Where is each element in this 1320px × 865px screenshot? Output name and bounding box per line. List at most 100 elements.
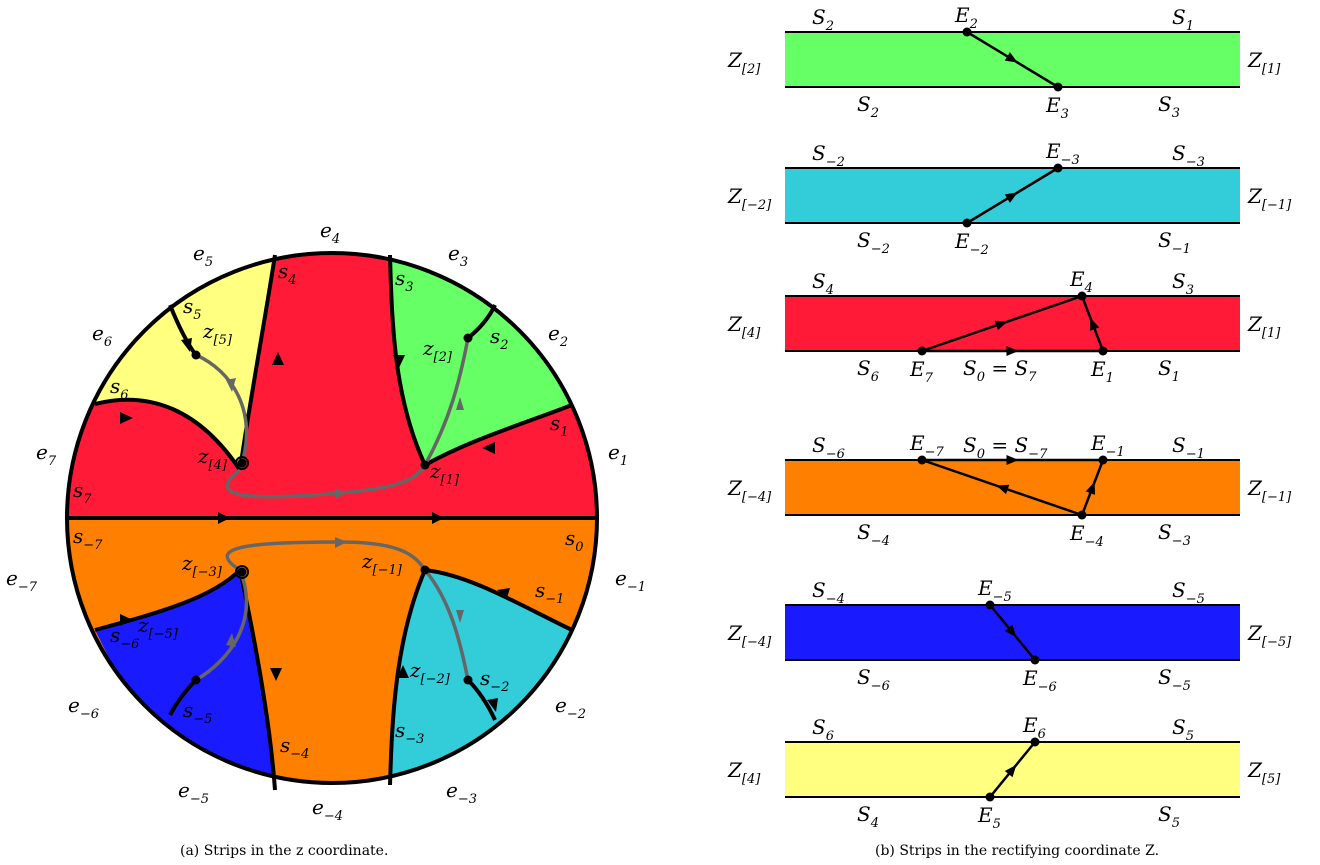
label-em2: e−2 xyxy=(555,693,586,722)
strip-point-label: E−4 xyxy=(1069,521,1104,550)
strip-point-label: E6 xyxy=(1022,713,1046,742)
left-labels: e1 e2 e3 e4 e5 e6 e7 e−1 e−2 e−3 e−4 e−5… xyxy=(6,218,646,859)
point-zm5 xyxy=(191,675,201,685)
gray-curve-zm5 xyxy=(195,569,249,682)
strip-point-label: E1 xyxy=(1090,357,1114,386)
segment-arrow xyxy=(1004,764,1017,778)
label-e3: e3 xyxy=(448,241,468,270)
label-sm3: s−3 xyxy=(395,718,424,747)
segment-arrow xyxy=(1004,192,1018,203)
label-z5: z[5] xyxy=(202,319,233,348)
strip-bottom-left-label: S−6 xyxy=(857,665,890,694)
label-sm7: s−7 xyxy=(73,524,103,553)
strip-left-z: Z[−4] xyxy=(727,476,772,505)
strip-point-label: E−2 xyxy=(954,229,989,258)
point-z5 xyxy=(191,350,201,360)
strip-bottom-right-label: S−5 xyxy=(1158,665,1191,694)
strip-right-z: Z[5] xyxy=(1247,758,1281,787)
boundary-green-red-right xyxy=(424,403,573,467)
boundary-cyan-orange-right xyxy=(424,568,573,632)
strip-left-z: Z[4] xyxy=(727,758,761,787)
label-zm5: z[−5] xyxy=(137,613,179,642)
label-zm1: z[−1] xyxy=(361,549,403,578)
strip-right-z: Z[−1] xyxy=(1247,476,1292,505)
boundary-yellow-red-vertical xyxy=(238,254,277,471)
label-s2: s2 xyxy=(490,324,509,353)
strip-bottom-right-label: S3 xyxy=(1158,92,1180,121)
strip-point xyxy=(917,455,927,465)
region-cyan xyxy=(390,570,572,783)
strip-1 xyxy=(785,27,1240,92)
strip-point xyxy=(985,600,995,610)
label-e4: e4 xyxy=(320,218,340,247)
strip-point-label: E7 xyxy=(909,357,934,386)
label-zm2: z[−2] xyxy=(409,658,451,687)
label-em7: e−7 xyxy=(6,566,38,595)
strip-top-left-label: S−2 xyxy=(812,141,845,170)
strip-4: S0 = S−7 xyxy=(785,433,1240,520)
strip-point xyxy=(985,792,995,802)
label-em3: e−3 xyxy=(446,778,477,807)
strips-diagram: E2 E3 Z[2] Z[1] S2 S1 S2 S3 E−3 E−2 Z[−2] Z[−1] S−2 S… xyxy=(727,3,1292,832)
strip-bottom-right-label: S5 xyxy=(1158,802,1180,831)
strip-top-right-label: S−1 xyxy=(1172,433,1205,462)
strip-bottom-right-label: S1 xyxy=(1158,356,1180,385)
strip-top-left-label: S−4 xyxy=(812,578,845,607)
point-z2 xyxy=(463,333,473,343)
strip-point xyxy=(1077,510,1087,520)
strip-point xyxy=(1077,291,1087,301)
caption-b: (b) Strips in the rectifying coordinate … xyxy=(875,843,1159,859)
strip-6 xyxy=(785,737,1240,802)
disk-boundary xyxy=(65,251,599,785)
label-z2: z[2] xyxy=(422,336,453,365)
segment-arrow xyxy=(1004,52,1018,63)
label-s3: s3 xyxy=(395,266,414,295)
strip-fill xyxy=(785,460,1240,515)
strip-bottom-left-label: S−2 xyxy=(857,228,890,257)
strip-bottom-left-label: S4 xyxy=(857,802,879,831)
gray-curve-z5 xyxy=(195,353,249,471)
strip-left-z: Z[−2] xyxy=(727,184,772,213)
label-sm1: s−1 xyxy=(535,578,564,607)
label-em1: e−1 xyxy=(615,566,646,595)
strip-right-z: Z[1] xyxy=(1247,312,1281,341)
strip-mid-label: S0 = S−7 xyxy=(963,433,1048,462)
label-sm6: s−6 xyxy=(110,623,139,652)
label-s5: s5 xyxy=(183,294,202,323)
caption-a: (a) Strips in the z coordinate. xyxy=(180,843,388,859)
label-sm2: s−2 xyxy=(480,666,509,695)
strip-right-z: Z[1] xyxy=(1247,48,1281,77)
region-green xyxy=(390,255,572,465)
strip-point-label: E4 xyxy=(1069,267,1093,296)
strip-bottom-left-label: S2 xyxy=(857,92,879,121)
segment-arrow xyxy=(1085,481,1096,495)
label-s0: s0 xyxy=(565,526,584,555)
gray-curve-zm2 xyxy=(423,568,470,681)
label-sm4: s−4 xyxy=(280,733,309,762)
label-em4: e−4 xyxy=(312,795,343,824)
strip-point xyxy=(1030,655,1040,665)
label-zm3: z[−3] xyxy=(181,551,223,580)
strip-mid-label: S0 = S7 xyxy=(963,356,1037,385)
strip-point-label: E2 xyxy=(954,3,978,32)
strip-top-left-label: S2 xyxy=(812,5,834,34)
strip-point xyxy=(962,27,972,37)
label-e7: e7 xyxy=(36,440,57,469)
label-e6: e6 xyxy=(92,321,112,350)
strip-3: S0 = S7 xyxy=(785,291,1240,385)
label-z4: z[4] xyxy=(197,444,228,473)
label-em5: e−5 xyxy=(178,778,209,807)
segment-arrow xyxy=(1006,455,1019,465)
strip-point xyxy=(917,346,927,356)
boundary-cyan-orange xyxy=(388,569,427,786)
segment-arrow xyxy=(996,484,1010,495)
strip-point-label: E−7 xyxy=(909,431,945,460)
strip-point-label: E5 xyxy=(977,803,1001,832)
strip-top-right-label: S−5 xyxy=(1172,578,1205,607)
strip-top-right-label: S−3 xyxy=(1172,141,1205,170)
strip-bottom-left-label: S−4 xyxy=(857,520,890,549)
strip-fill xyxy=(785,296,1240,351)
segment-arrow xyxy=(1006,346,1019,356)
strip-top-left-label: S4 xyxy=(812,269,834,298)
